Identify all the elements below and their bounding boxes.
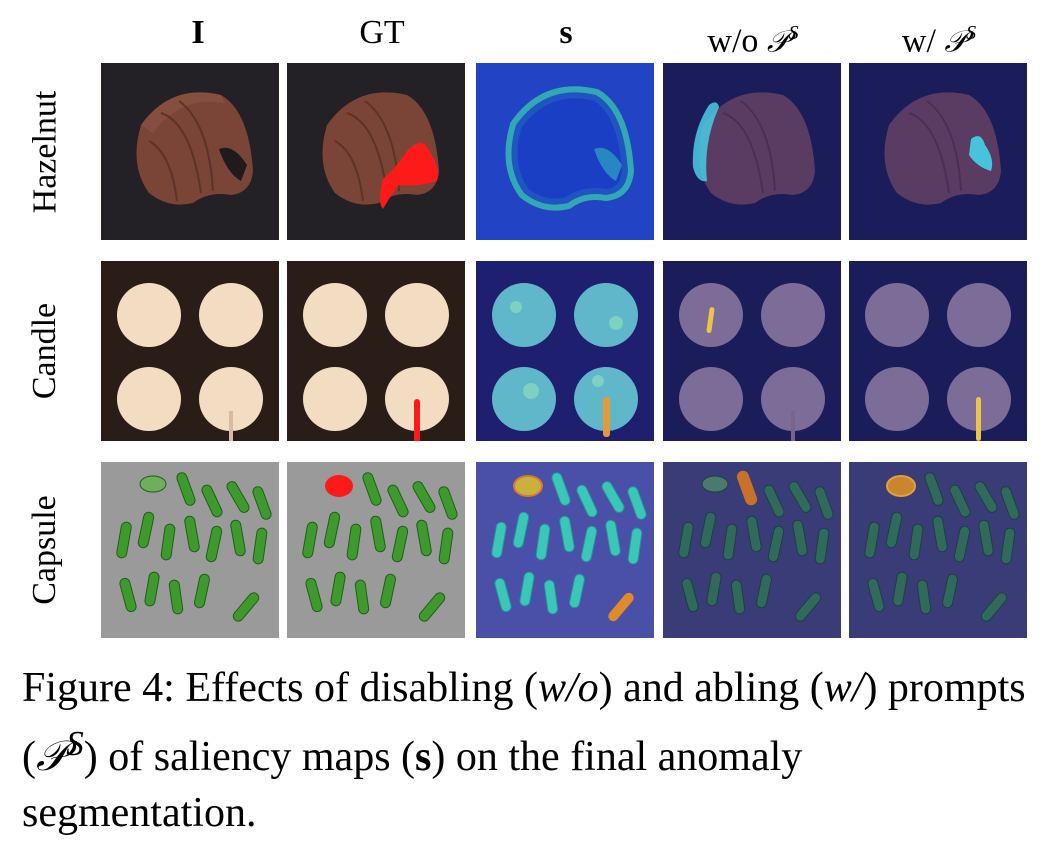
candle-with-prompt	[849, 261, 1027, 441]
hazelnut-image	[101, 63, 279, 240]
row-label-candle: Candle	[26, 302, 63, 400]
row-label-capsule: Capsule	[26, 495, 64, 605]
column-header-with-prompt: w/ 𝒫S	[850, 10, 1028, 60]
caption-with: w/	[823, 665, 864, 711]
candle-gt	[287, 261, 465, 441]
figure-caption: Figure 4: Effects of disabling (w/o) and…	[22, 660, 1037, 841]
caption-mid3: ) of saliency maps (	[83, 734, 416, 780]
row-label-hazelnut: Hazelnut	[26, 90, 63, 213]
column-header-with-prompt-label: w/	[901, 22, 945, 60]
prompt-symbol: 𝒫	[944, 24, 967, 60]
prompt-superscript: S	[788, 22, 799, 44]
caption-mid2: ) prompts (	[22, 665, 1026, 780]
caption-lead: Figure 4: Effects of disabling (	[22, 665, 538, 711]
hazelnut-without-prompt	[663, 63, 841, 240]
hazelnut-saliency	[476, 63, 654, 240]
hazelnut-with-prompt	[849, 63, 1027, 240]
prompt-superscript: S	[966, 22, 977, 44]
capsule-with-prompt	[849, 462, 1027, 638]
capsule-pattern	[101, 462, 279, 638]
column-header-without-prompt: w/o 𝒫S	[664, 10, 842, 60]
hazelnut-gt	[287, 63, 465, 240]
column-header-image: I	[191, 14, 205, 51]
candle-saliency	[476, 261, 654, 441]
caption-without: w/o	[537, 665, 599, 711]
capsule-image	[101, 462, 279, 638]
caption-prompt-superscript: S	[66, 724, 84, 763]
caption-tail: ) on the final anomaly segmentation.	[22, 734, 803, 836]
column-header-saliency: s	[559, 14, 573, 51]
capsule-without-prompt	[663, 462, 841, 638]
column-header-without-prompt-label: w/o	[707, 22, 767, 60]
capsule-saliency	[476, 462, 654, 638]
caption-mid1: ) and abling (	[598, 665, 824, 711]
prompt-symbol: 𝒫	[766, 24, 789, 60]
column-header-gt: GT	[359, 14, 405, 51]
caption-saliency-symbol: s	[415, 734, 432, 780]
candle-without-prompt	[663, 261, 841, 441]
capsule-gt	[287, 462, 465, 638]
caption-prompt-symbol: 𝒫	[36, 734, 67, 780]
candle-image	[101, 261, 279, 441]
